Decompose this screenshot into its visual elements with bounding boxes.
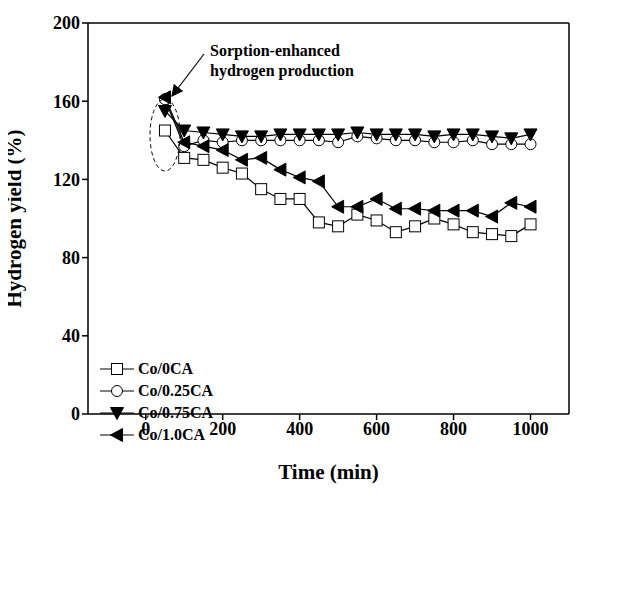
svg-text:0: 0 — [141, 419, 150, 439]
svg-text:160: 160 — [53, 92, 80, 112]
svg-text:80: 80 — [62, 248, 80, 268]
svg-text:400: 400 — [286, 419, 313, 439]
svg-text:hydrogen production: hydrogen production — [210, 62, 354, 80]
svg-text:Sorption-enhanced: Sorption-enhanced — [210, 42, 340, 60]
svg-text:120: 120 — [53, 170, 80, 190]
svg-text:800: 800 — [440, 419, 467, 439]
svg-text:40: 40 — [62, 326, 80, 346]
svg-text:Time (min): Time (min) — [278, 460, 379, 484]
svg-text:0: 0 — [71, 404, 80, 424]
svg-text:Hydrogen yield (%): Hydrogen yield (%) — [8, 129, 26, 307]
svg-text:1000: 1000 — [513, 419, 549, 439]
svg-text:200: 200 — [209, 419, 236, 439]
svg-text:600: 600 — [363, 419, 390, 439]
svg-text:200: 200 — [53, 13, 80, 33]
